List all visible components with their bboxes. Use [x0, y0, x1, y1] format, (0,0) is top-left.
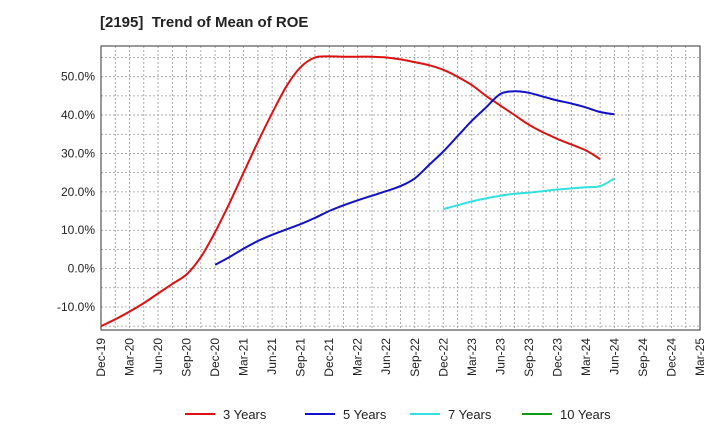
x-tick-label: Dec-21 [322, 338, 336, 377]
x-tick-label: Dec-24 [664, 338, 678, 377]
legend-label-3-years: 3 Years [223, 407, 267, 422]
legend-label-7-years: 7 Years [448, 407, 492, 422]
y-tick-label: 30.0% [61, 146, 95, 160]
series-lines [100, 55, 615, 328]
x-tick-label: Jun-22 [379, 338, 393, 375]
y-tick-label: 40.0% [61, 108, 95, 122]
x-tick-label: Jun-21 [265, 338, 279, 375]
y-tick-label: 20.0% [61, 185, 95, 199]
x-tick-label: Mar-24 [579, 338, 593, 376]
x-tick-label: Mar-21 [237, 338, 251, 376]
x-tick-label: Mar-20 [123, 338, 137, 376]
y-tick-label: 0.0% [68, 262, 96, 276]
y-tick-label: 10.0% [61, 223, 95, 237]
x-tick-label: Sep-22 [408, 338, 422, 377]
x-tick-label: Dec-22 [436, 338, 450, 377]
legend-label-5-years: 5 Years [343, 407, 387, 422]
chart-title: [2195] Trend of Mean of ROE [100, 14, 309, 31]
series-line-5-years [214, 90, 615, 266]
plot-frame [100, 45, 701, 331]
y-tick-label: 50.0% [61, 70, 95, 84]
x-tick-label: Dec-20 [208, 338, 222, 377]
x-tick-label: Mar-22 [351, 338, 365, 376]
x-tick-label: Dec-23 [550, 338, 564, 377]
x-tick-label: Jun-23 [493, 338, 507, 375]
x-tick-label: Sep-21 [294, 338, 308, 377]
legend-label-10-years: 10 Years [560, 407, 611, 422]
legend: 3 Years 5 Years 7 Years 10 Years [185, 407, 611, 422]
x-tick-label: Mar-23 [465, 338, 479, 376]
x-tick-label: Sep-23 [522, 338, 536, 377]
x-tick-label: Jun-24 [607, 338, 621, 375]
series-line-3-years [100, 55, 601, 328]
x-tick-label: Sep-24 [636, 338, 650, 377]
axes: -10.0% 0.0% 10.0% 20.0% 30.0% 40.0% 50.0% Dec-1… [57, 45, 707, 377]
x-tick-label: Sep-20 [180, 338, 194, 377]
x-tick-label: Dec-19 [94, 338, 108, 377]
grid [101, 46, 700, 330]
y-tick-label: -10.0% [57, 300, 95, 314]
x-tick-label: Mar-25 [693, 338, 707, 376]
series-line-7-years [443, 177, 615, 211]
x-tick-label: Jun-20 [151, 338, 165, 375]
